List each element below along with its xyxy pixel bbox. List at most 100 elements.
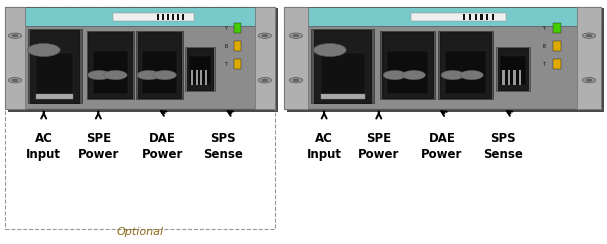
Bar [380,31,435,99]
Bar [89,32,132,98]
Circle shape [258,33,271,38]
Bar [255,7,275,109]
Text: T: T [225,62,228,67]
Circle shape [12,34,18,37]
Circle shape [290,33,303,38]
Bar [187,48,213,90]
Bar [191,70,193,85]
Bar [181,14,184,20]
Text: SPE
Power: SPE Power [358,132,399,161]
Bar [284,7,601,109]
Bar [177,14,179,20]
Bar [195,70,197,85]
Bar [136,31,183,99]
Bar [113,13,194,21]
Bar [387,51,428,94]
Bar [93,51,127,94]
Bar [36,53,73,97]
Circle shape [586,34,592,37]
Bar [157,14,160,20]
Text: SPS
Sense: SPS Sense [483,132,523,161]
Text: SPS
Sense: SPS Sense [203,132,243,161]
Bar [142,51,177,94]
Bar [167,14,169,20]
Bar [440,32,491,98]
Circle shape [104,70,127,80]
Bar [36,94,73,99]
Text: B: B [543,44,546,49]
Bar [320,53,365,97]
Bar [507,70,510,85]
Bar [502,70,504,85]
Circle shape [27,43,60,57]
Bar [492,14,494,20]
Bar [5,7,275,229]
Bar [486,14,488,20]
Bar [5,7,25,109]
Circle shape [582,78,595,83]
Text: Y: Y [543,26,546,30]
Bar [475,14,477,20]
Circle shape [441,70,464,80]
Bar [463,14,466,20]
Bar [554,59,561,69]
Bar [287,8,604,112]
Circle shape [87,70,111,80]
Text: AC
Input: AC Input [307,132,342,161]
Circle shape [153,70,177,80]
Circle shape [460,70,483,80]
Bar [189,56,211,85]
Bar [554,41,561,51]
Bar [284,7,308,109]
Bar [513,70,515,85]
Text: Y: Y [225,26,228,30]
Bar [234,59,241,69]
Circle shape [12,79,18,81]
Circle shape [293,79,299,81]
Text: DAE
Power: DAE Power [142,132,183,161]
Bar [498,48,528,90]
Bar [320,94,365,99]
Bar [5,7,275,26]
Circle shape [582,33,595,38]
Bar [138,32,181,98]
Bar [5,7,275,109]
Text: AC
Input: AC Input [26,132,61,161]
Bar [284,7,601,26]
Bar [469,14,471,20]
Bar [411,13,506,21]
Bar [518,70,521,85]
Circle shape [262,34,268,37]
Bar [234,22,241,33]
Bar [445,51,486,94]
Circle shape [262,79,268,81]
Bar [314,30,371,102]
Circle shape [402,70,426,80]
Bar [87,31,134,99]
Text: SPE
Power: SPE Power [78,132,119,161]
Bar [172,14,174,20]
Circle shape [383,70,407,80]
Bar [496,47,530,91]
Bar [480,14,483,20]
Text: T: T [543,62,546,67]
Text: B: B [225,44,228,49]
Bar [205,70,207,85]
Bar [500,56,526,85]
Text: Optional: Optional [116,227,163,237]
Bar [311,29,374,103]
Circle shape [586,79,592,81]
Bar [30,30,80,102]
Circle shape [8,78,22,83]
Circle shape [313,43,346,57]
Circle shape [137,70,160,80]
Circle shape [258,78,271,83]
Bar [8,8,278,112]
Bar [382,32,433,98]
Circle shape [293,34,299,37]
Bar [162,14,164,20]
Bar [438,31,493,99]
Bar [185,47,215,91]
Text: DAE
Power: DAE Power [421,132,463,161]
Bar [234,41,241,51]
